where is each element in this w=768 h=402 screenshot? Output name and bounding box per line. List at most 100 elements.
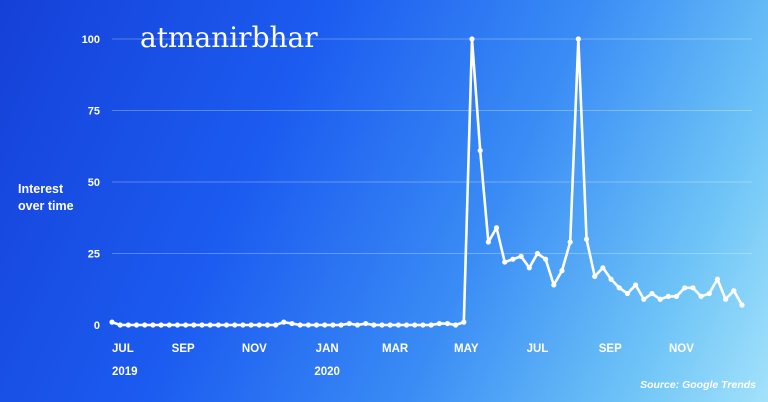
data-point bbox=[174, 322, 181, 328]
data-point bbox=[166, 322, 172, 328]
data-point bbox=[444, 320, 451, 327]
data-point bbox=[109, 319, 115, 325]
data-point bbox=[395, 322, 401, 328]
data-point bbox=[436, 320, 442, 327]
data-point bbox=[575, 36, 581, 42]
data-point bbox=[297, 322, 303, 328]
year-labels: 2019 2020 bbox=[112, 366, 340, 378]
year-label: 2020 bbox=[314, 366, 340, 378]
data-point bbox=[379, 322, 385, 328]
chart-title: atmanirbhar bbox=[140, 21, 318, 54]
x-tick-label: MAR bbox=[382, 343, 409, 355]
data-point bbox=[624, 290, 631, 297]
data-point bbox=[673, 293, 680, 299]
data-point bbox=[256, 322, 262, 328]
data-point bbox=[567, 239, 573, 245]
data-point bbox=[354, 322, 361, 328]
data-point bbox=[330, 322, 336, 328]
data-point bbox=[322, 322, 328, 328]
data-point bbox=[150, 322, 156, 328]
data-point bbox=[698, 293, 704, 299]
data-point bbox=[690, 285, 696, 291]
y-axis-label-line-1: Interest bbox=[18, 182, 64, 196]
data-point bbox=[248, 322, 254, 328]
x-tick-label: NOV bbox=[242, 343, 267, 355]
data-point bbox=[723, 296, 729, 302]
data-point bbox=[477, 147, 483, 154]
data-point bbox=[125, 322, 131, 328]
data-point bbox=[616, 285, 622, 291]
data-point bbox=[543, 256, 549, 262]
y-axis-ticks: 0 25 50 75 100 bbox=[82, 34, 100, 332]
data-point bbox=[273, 322, 279, 328]
y-tick-label: 25 bbox=[88, 249, 100, 261]
data-point bbox=[346, 320, 352, 327]
data-point bbox=[485, 239, 491, 245]
data-point bbox=[641, 296, 647, 302]
grid-lines bbox=[112, 38, 752, 254]
data-point bbox=[117, 322, 123, 328]
y-tick-label: 100 bbox=[82, 34, 100, 46]
x-tick-label: NOV bbox=[669, 343, 694, 355]
data-point bbox=[518, 253, 524, 259]
data-point bbox=[199, 322, 205, 328]
data-point bbox=[706, 290, 712, 297]
data-point bbox=[493, 225, 500, 231]
x-axis-ticks: JUL SEP NOV JAN MAR MAY JUL SEP NOV bbox=[112, 343, 694, 355]
data-point bbox=[731, 288, 737, 294]
data-point bbox=[559, 268, 565, 274]
data-point bbox=[215, 322, 221, 328]
x-tick-label: SEP bbox=[172, 343, 195, 355]
data-point bbox=[461, 319, 467, 325]
x-tick-label: JUL bbox=[527, 343, 549, 355]
y-tick-label: 75 bbox=[88, 106, 100, 118]
data-point bbox=[371, 322, 377, 328]
data-point bbox=[608, 276, 614, 282]
data-point bbox=[592, 273, 598, 279]
data-point bbox=[183, 322, 189, 328]
y-tick-label: 50 bbox=[88, 177, 100, 189]
x-tick-label: SEP bbox=[599, 343, 622, 355]
data-point bbox=[420, 322, 426, 328]
data-point bbox=[232, 322, 238, 328]
data-point bbox=[207, 322, 213, 328]
data-point bbox=[158, 322, 164, 328]
data-point bbox=[534, 250, 541, 257]
x-tick-label: JUL bbox=[112, 343, 134, 355]
data-point bbox=[657, 296, 663, 302]
data-point bbox=[289, 320, 295, 327]
data-point bbox=[133, 322, 140, 328]
data-point bbox=[281, 319, 287, 325]
data-points bbox=[109, 36, 745, 328]
source-note: Source: Google Trends bbox=[640, 379, 756, 391]
data-point bbox=[665, 293, 671, 299]
data-point bbox=[338, 322, 344, 328]
data-point bbox=[682, 285, 688, 291]
data-point bbox=[739, 302, 745, 308]
data-point bbox=[633, 282, 639, 288]
data-point bbox=[600, 265, 606, 271]
x-tick-label: MAY bbox=[454, 343, 479, 355]
data-point bbox=[142, 322, 148, 328]
data-point bbox=[551, 282, 557, 288]
data-point bbox=[191, 322, 197, 328]
y-axis-label-line-2: over time bbox=[18, 199, 74, 213]
data-point bbox=[264, 322, 271, 328]
data-point bbox=[305, 322, 311, 328]
data-point bbox=[453, 322, 459, 328]
data-point bbox=[502, 259, 508, 265]
year-label: 2019 bbox=[112, 366, 138, 378]
data-point bbox=[510, 256, 516, 262]
data-point bbox=[313, 322, 320, 328]
data-point bbox=[412, 322, 418, 328]
data-point bbox=[387, 322, 393, 328]
data-point bbox=[363, 320, 369, 327]
x-tick-label: JAN bbox=[316, 343, 339, 355]
data-point bbox=[223, 322, 230, 328]
data-point bbox=[583, 236, 590, 242]
data-point bbox=[428, 322, 434, 328]
data-point bbox=[403, 322, 410, 328]
y-tick-label: 0 bbox=[94, 320, 100, 332]
